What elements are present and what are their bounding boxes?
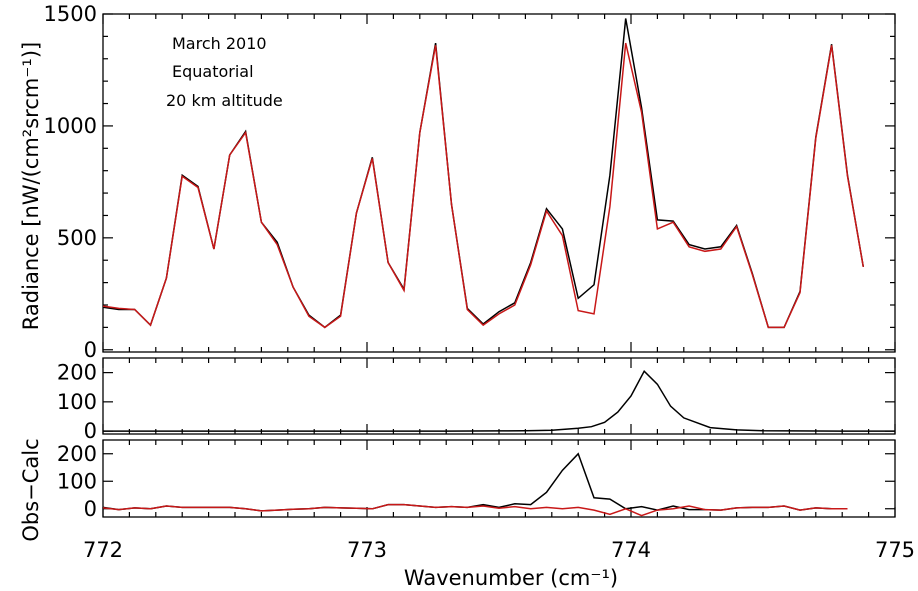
x-tick-label: 772 [83,538,123,562]
annotation-date: March 2010 [172,34,267,53]
radiance-calculated-line [103,42,865,329]
panel-difference: 0 100 200 [57,357,896,443]
x-tick-label: 773 [347,538,387,562]
residual-observed-line [103,452,848,512]
annotation-region: Equatorial [172,62,254,81]
y-tick-label: 500 [57,226,97,250]
y-tick-label: 0 [84,497,97,521]
residual-calculated-line [103,503,848,517]
x-axis-label: Wavenumber (cm⁻¹) [404,566,618,590]
y-tick-label: 100 [57,469,97,493]
y-tick-label: 1000 [44,114,97,138]
x-tick-labels: 772 773 774 775 [83,538,915,562]
y-tick-label: 200 [57,361,97,385]
panel-residual: 0 100 200 [57,439,896,521]
panel-radiance: 0 500 1000 1500 [44,2,896,362]
x-tick-label: 775 [875,538,915,562]
annotations: March 2010 Equatorial 20 km altitude [166,34,283,110]
y-tick-label: 1500 [44,2,97,26]
annotation-altitude: 20 km altitude [166,91,283,110]
y-tick-label: 100 [57,390,97,414]
y-axis-label-obs-calc: Obs−Calc [19,438,43,541]
difference-line [103,369,895,432]
plot-frame-residual [102,439,896,518]
plot-frame-difference [102,357,896,435]
y-tick-label: 0 [84,419,97,443]
x-tick-label: 774 [611,538,651,562]
y-tick-label: 200 [57,442,97,466]
y-axis-label-radiance: Radiance [nW/(cm²srcm⁻¹)] [19,42,43,330]
y-tick-label: 0 [84,338,97,362]
